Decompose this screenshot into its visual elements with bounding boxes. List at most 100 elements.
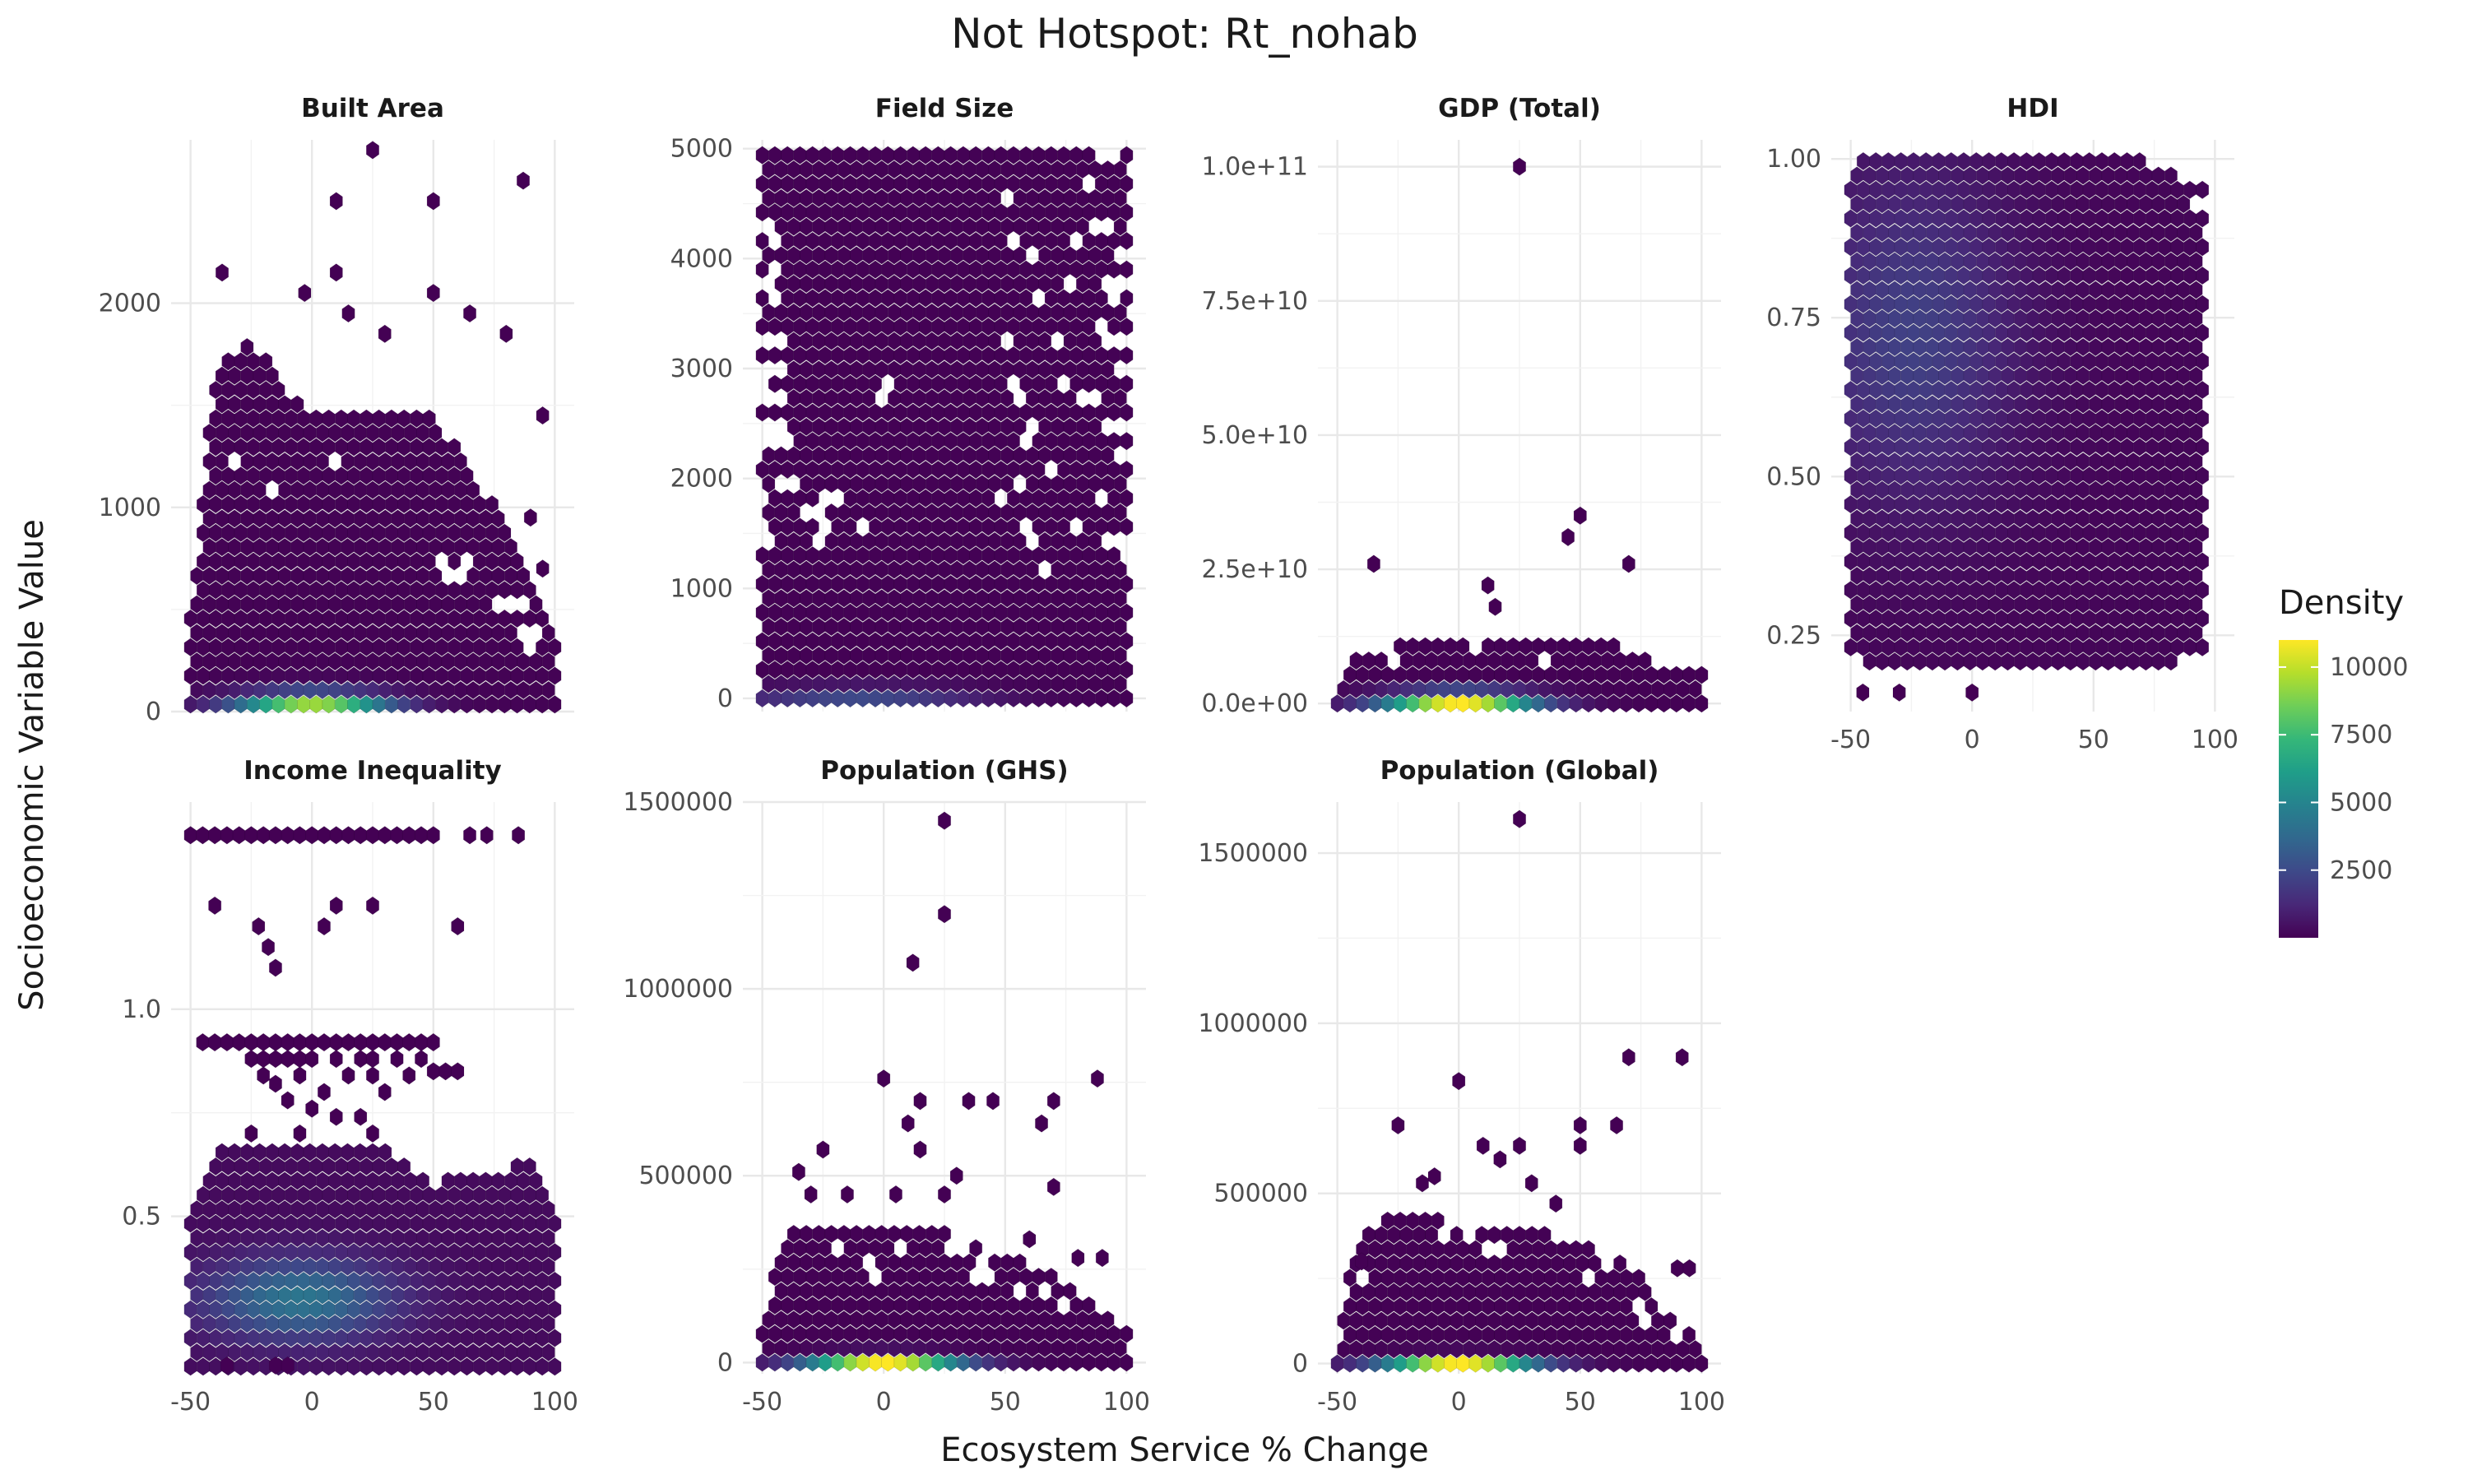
hex-cell	[202, 652, 216, 671]
hex-cell	[259, 1243, 273, 1262]
hex-cell	[221, 1185, 235, 1205]
hex-cell	[1919, 523, 1933, 543]
hex-cell	[919, 1296, 933, 1315]
hex-cell	[1925, 308, 1939, 328]
hex-cell	[1588, 1339, 1602, 1359]
hex-cell	[2001, 537, 2015, 557]
hex-cell	[1994, 494, 2008, 514]
hex-cell	[818, 260, 832, 279]
hex-cell	[1431, 1296, 1445, 1316]
hex-cells	[755, 146, 1134, 708]
hex-cell	[874, 1224, 888, 1244]
hex-cell	[1519, 693, 1533, 713]
hex-cell	[969, 374, 983, 393]
hex-cell	[781, 174, 795, 193]
hex-cell	[2189, 480, 2203, 499]
hex-cell	[2170, 323, 2184, 342]
hex-cell	[2089, 624, 2103, 642]
hex-cell	[1544, 1240, 1558, 1259]
hex-cell	[793, 374, 807, 393]
hex-cell	[1006, 603, 1020, 622]
hex-cell	[334, 1157, 348, 1176]
hex-cell	[1082, 1353, 1096, 1372]
hex-cell	[2039, 595, 2053, 614]
hex-cell	[850, 1282, 864, 1301]
hex-cell	[1994, 552, 2008, 571]
hex-cell	[1844, 323, 1858, 342]
hex-cell	[2183, 180, 2197, 200]
hex-cell	[912, 446, 926, 465]
hex-cell	[215, 480, 229, 499]
hex-cell	[391, 624, 405, 642]
hex-cell	[416, 1171, 430, 1190]
hex-cell	[228, 366, 242, 385]
hex-cell	[378, 1286, 392, 1305]
hex-cell	[1019, 1296, 1033, 1315]
hex-cell	[963, 446, 977, 465]
hex-cell	[453, 509, 467, 528]
hex-cell	[202, 423, 216, 443]
hex-cell	[1944, 266, 1958, 285]
hex-cell	[919, 574, 933, 594]
hex-cell	[856, 1324, 870, 1343]
hex-cell	[1462, 1254, 1476, 1273]
hex-cell	[1038, 503, 1052, 522]
hex-cell	[290, 423, 304, 443]
hex-cell	[874, 446, 888, 465]
hex-cell	[322, 552, 336, 571]
hex-cell	[1032, 345, 1046, 365]
hex-cell	[768, 574, 782, 594]
hex-cell	[2120, 352, 2134, 371]
hex-cell	[843, 460, 857, 480]
hex-cell	[1006, 174, 1020, 193]
hex-cell	[2108, 266, 2122, 285]
hex-cell	[944, 289, 958, 308]
hex-cell	[1556, 1296, 1570, 1316]
hex-cell	[1362, 1339, 1375, 1359]
hex-cell	[1481, 1268, 1495, 1287]
hex-cell	[774, 646, 788, 665]
hex-cell	[2039, 337, 2053, 357]
hex-cell	[466, 624, 480, 642]
hex-cell	[485, 552, 499, 571]
hex-cell	[781, 289, 795, 308]
hex-cell	[341, 624, 355, 642]
hex-cell	[1650, 1311, 1664, 1330]
hex-cell	[334, 1243, 348, 1262]
hex-cell	[1932, 323, 1946, 342]
hex-cell	[856, 1296, 870, 1315]
hex-cell	[887, 1224, 901, 1244]
hex-cell	[2127, 537, 2141, 557]
y-tick-label: 1000	[99, 494, 161, 522]
hex-cell	[384, 1185, 398, 1205]
hex-cell	[944, 317, 958, 336]
hex-cell	[2095, 466, 2108, 485]
hex-cell	[448, 523, 462, 543]
hex-cell	[202, 1286, 216, 1305]
hex-cell	[253, 1314, 267, 1333]
hex-cell	[2164, 252, 2178, 271]
hex-cell	[2189, 395, 2203, 414]
hex-cell	[2108, 323, 2122, 342]
hex-cell-outlier	[913, 1092, 927, 1111]
hex-cell	[1913, 395, 1927, 414]
hex-cell	[1932, 552, 1946, 571]
hex-cell	[365, 1171, 380, 1190]
hex-cell	[278, 624, 292, 642]
hex-cell	[2146, 466, 2160, 485]
hex-cell	[2139, 595, 2153, 614]
hex-cell	[1525, 1225, 1539, 1245]
hex-cell	[2139, 252, 2153, 271]
hex-cell	[453, 680, 467, 700]
hex-cell-outlier	[378, 1083, 392, 1101]
hex-cell	[925, 303, 939, 322]
hex-cell	[1919, 294, 1933, 314]
hex-cell	[1487, 1311, 1501, 1330]
hex-cell	[391, 652, 405, 671]
hex-cell	[1019, 545, 1033, 565]
hex-cell	[2057, 380, 2071, 400]
hex-cell	[1082, 1324, 1096, 1343]
hex-cell	[1120, 632, 1134, 651]
